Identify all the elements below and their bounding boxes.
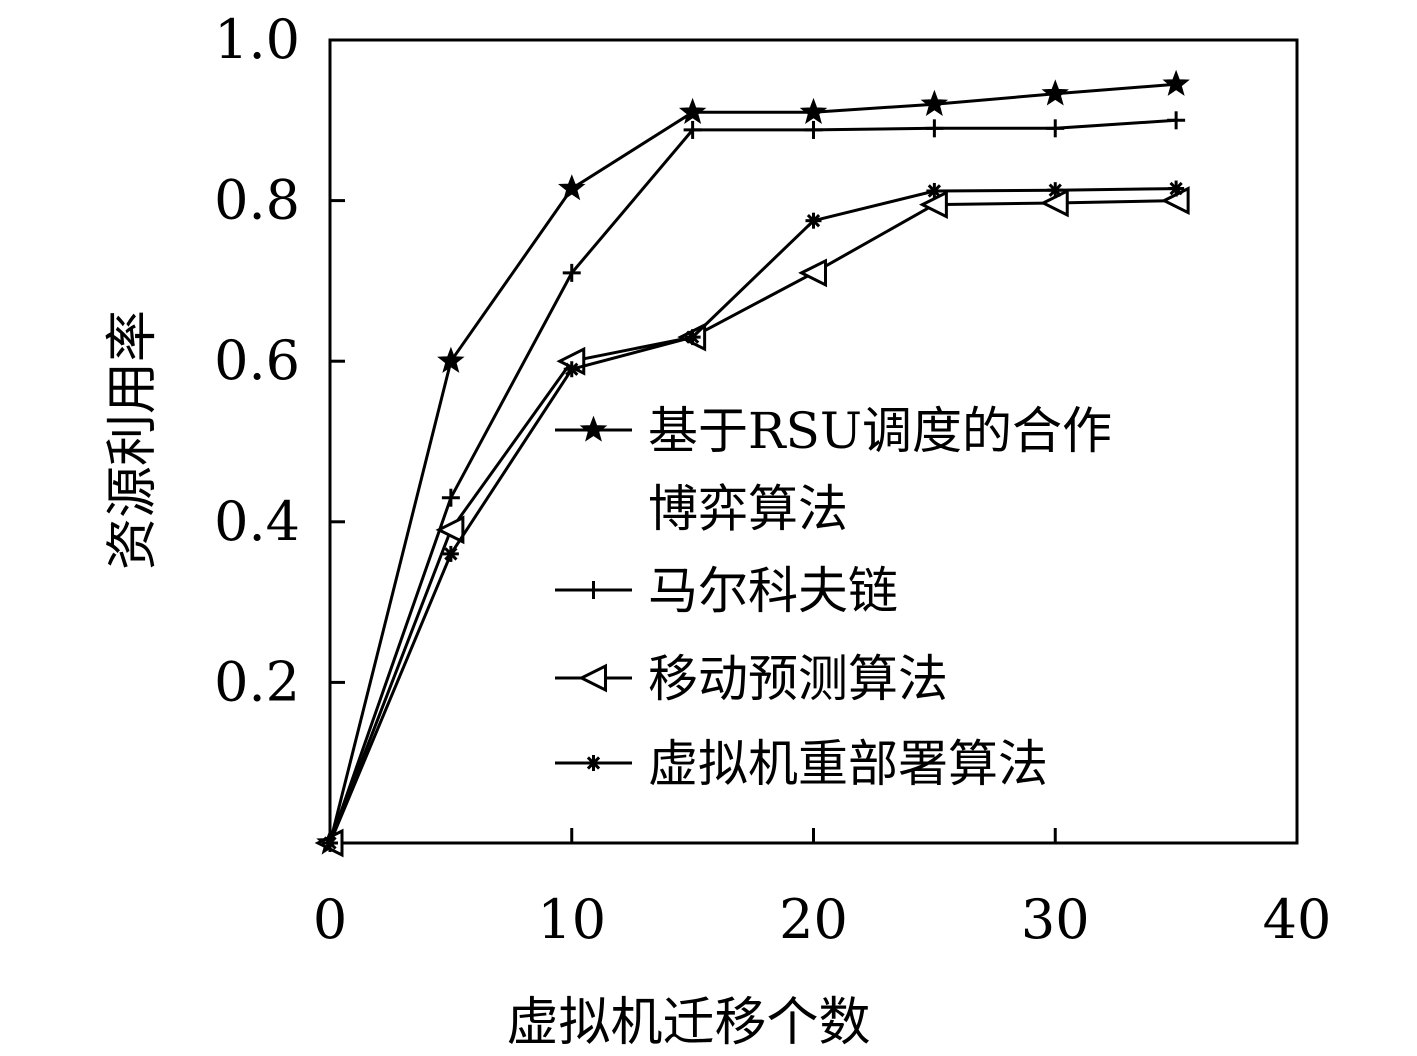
legend-item: 马尔科夫链 — [555, 562, 898, 620]
data-point-marker — [435, 515, 465, 545]
x-tick-label: 10 — [537, 888, 606, 951]
data-point-marker — [322, 835, 338, 851]
data-point-marker — [926, 182, 943, 199]
legend-label: 马尔科夫链 — [648, 562, 898, 620]
data-point-marker — [798, 258, 827, 288]
data-point-marker — [1041, 79, 1069, 106]
legend-item: 虚拟机重部署算法 — [555, 735, 1048, 793]
legend-label: 移动预测算法 — [648, 650, 948, 708]
legend-marker — [578, 663, 607, 693]
data-point-marker — [1046, 119, 1065, 138]
series-4 — [322, 180, 1185, 851]
data-point-marker — [920, 89, 949, 116]
x-tick-label: 30 — [1021, 888, 1090, 951]
y-tick-label: 0.6 — [214, 329, 300, 392]
y-axis-title: 资源利用率 — [103, 310, 163, 570]
legend-item: 移动预测算法 — [555, 650, 948, 708]
y-tick-label: 0.8 — [214, 169, 300, 232]
data-point-marker — [563, 361, 580, 378]
data-point-marker — [925, 119, 944, 138]
data-point-marker — [799, 97, 828, 124]
y-tick-label: 1.0 — [214, 8, 300, 71]
data-point-marker — [804, 120, 823, 139]
series-line — [328, 82, 1177, 844]
data-point-marker — [1047, 182, 1064, 199]
x-axis-title: 虚拟机迁移个数 — [506, 993, 870, 1053]
x-tick-label: 20 — [779, 888, 848, 951]
legend-marker — [585, 755, 602, 771]
legend-marker — [579, 415, 608, 442]
data-point-marker — [437, 346, 465, 373]
data-point-marker — [441, 488, 460, 507]
data-point-marker — [442, 545, 459, 562]
legend-label: 基于RSU调度的合作 — [648, 402, 1112, 460]
legend-marker — [584, 581, 603, 599]
data-point-marker — [1162, 69, 1190, 96]
data-point-marker — [678, 97, 707, 124]
data-point-marker — [562, 263, 581, 282]
series-line — [328, 118, 1177, 844]
data-point-marker — [1167, 111, 1186, 130]
series-line — [328, 187, 1177, 844]
y-tick-label: 0.4 — [214, 490, 300, 553]
data-point-marker — [684, 329, 701, 346]
series-3 — [314, 186, 1190, 858]
data-point-marker — [1168, 180, 1185, 197]
data-point-marker — [683, 120, 702, 139]
legend-label: 博弈算法 — [648, 480, 848, 538]
data-point-marker — [558, 174, 586, 201]
data-point-marker — [805, 212, 822, 229]
legend-label: 虚拟机重部署算法 — [648, 735, 1048, 793]
series-1 — [316, 69, 1190, 855]
x-tick-label: 40 — [1263, 888, 1332, 951]
y-tick-label: 0.2 — [214, 650, 300, 713]
x-tick-label: 0 — [313, 888, 347, 951]
series-line — [328, 199, 1177, 844]
